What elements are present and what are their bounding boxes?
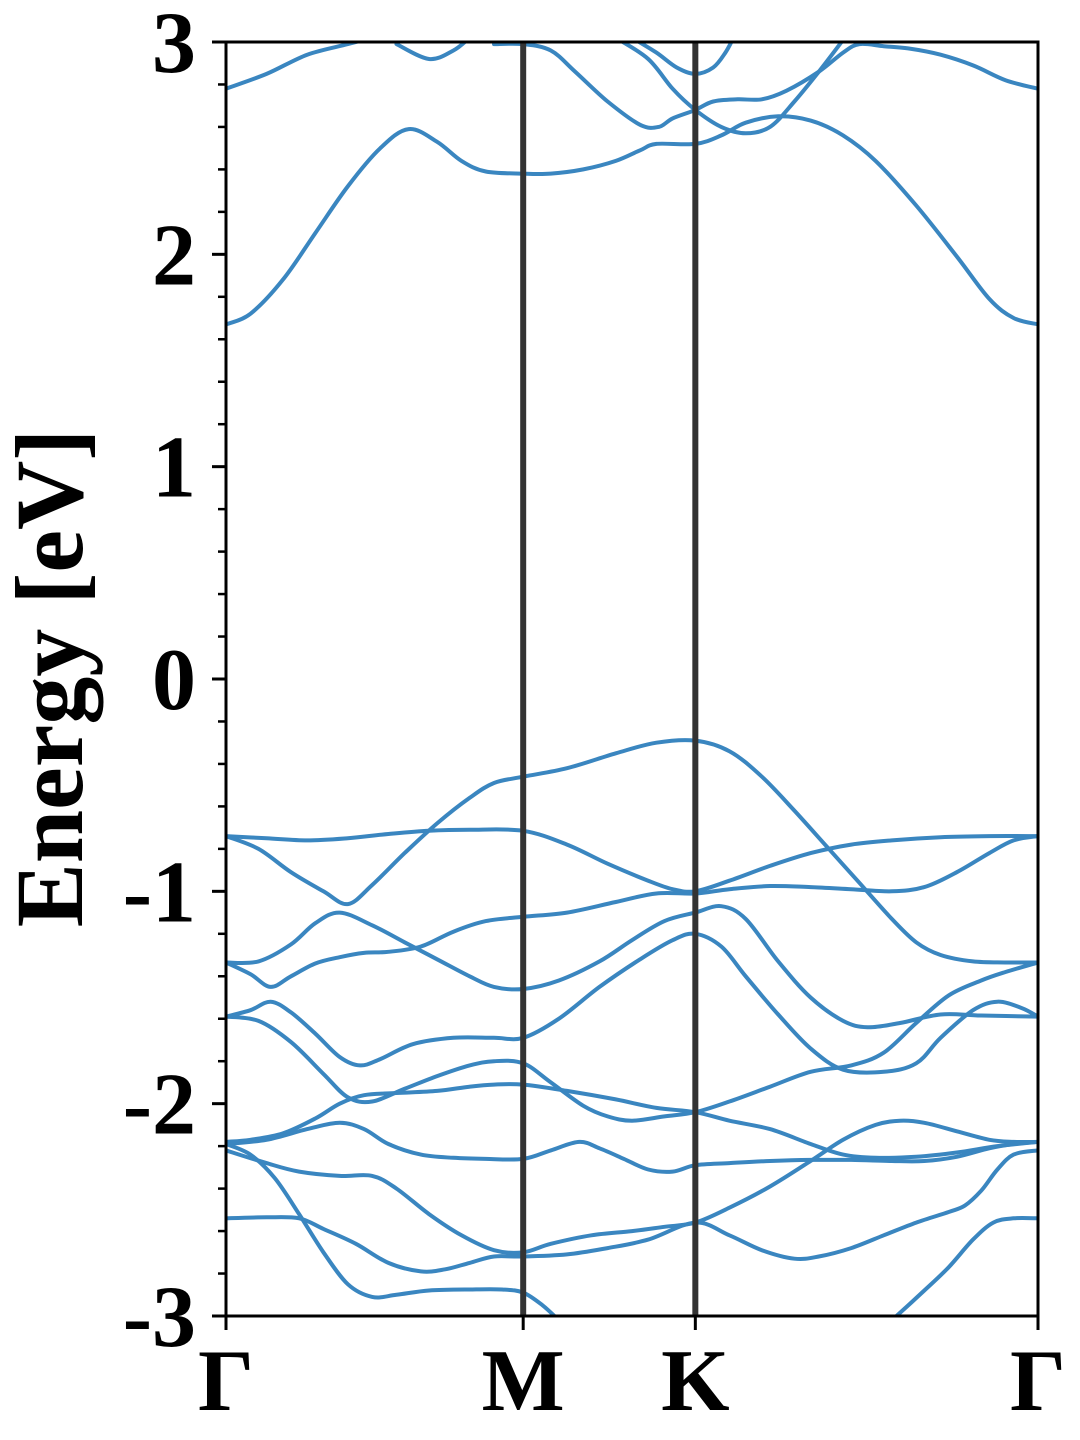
band-line-2 xyxy=(394,42,468,62)
band-line-13 xyxy=(226,1082,1038,1160)
y-axis-ticks: -3 -2 -1 0 1 2 3 xyxy=(123,0,226,1366)
y-tick-label: 1 xyxy=(152,420,196,517)
y-tick-label: 2 xyxy=(152,207,196,304)
band-line-11 xyxy=(226,931,1038,1075)
band-line-12 xyxy=(226,960,1038,1123)
x-tick-label-1: Γ xyxy=(198,1333,254,1430)
y-tick-label: 0 xyxy=(152,632,196,729)
band-lines xyxy=(226,42,1038,1316)
band-line-14 xyxy=(226,1120,1038,1174)
band-line-17 xyxy=(226,1148,1038,1274)
y-tick-label: -1 xyxy=(123,844,196,941)
band-line-1 xyxy=(226,42,364,91)
y-tick-label: -2 xyxy=(123,1057,196,1154)
x-tick-label-2: M xyxy=(482,1333,565,1430)
y-tick-label: 3 xyxy=(152,0,196,92)
band-line-18 xyxy=(893,1215,1038,1316)
band-line-3 xyxy=(492,42,1038,130)
band-line-7 xyxy=(226,827,1038,894)
band-line-10 xyxy=(226,834,1038,989)
x-tick-label-4: Γ xyxy=(1010,1333,1066,1430)
band-line-8 xyxy=(226,738,1038,965)
band-line-15 xyxy=(226,1118,1038,1255)
band-line-6 xyxy=(226,114,1038,327)
high-symmetry-lines xyxy=(520,42,699,1316)
y-tick-label: -3 xyxy=(123,1269,196,1366)
band-line-5 xyxy=(618,42,845,136)
y-axis-label: Energy [eV] xyxy=(0,429,103,928)
x-tick-label-3: K xyxy=(661,1333,729,1430)
band-line-16 xyxy=(226,1142,558,1316)
band-line-9 xyxy=(226,904,1038,1030)
